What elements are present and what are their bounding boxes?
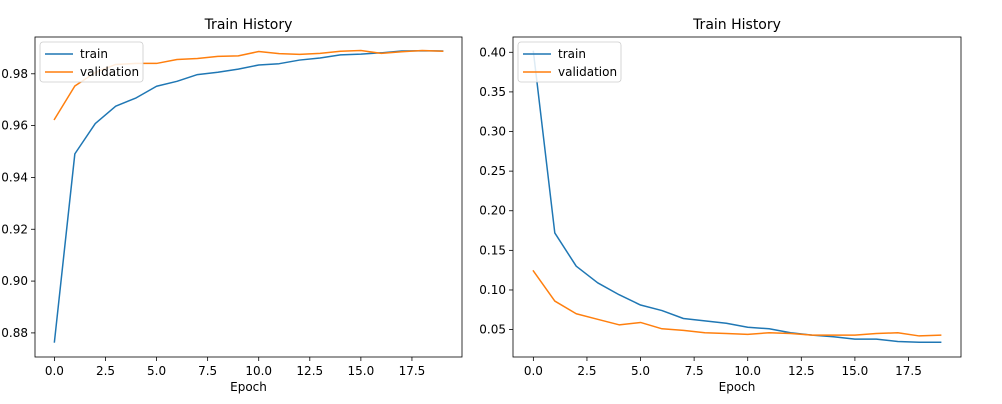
y-tick-label: 0.96 [1,119,28,133]
legend: train validation [39,41,144,83]
y-tick-label: 0.25 [479,164,506,178]
y-tick-label: 0.10 [479,283,506,297]
x-tick-label: 15.0 [842,364,869,378]
x-tick-label: 7.5 [685,364,704,378]
y-tick-label: 0.90 [1,274,28,288]
series-line-validation [532,269,942,337]
x-tick-label: 5.0 [631,364,650,378]
x-tick-label: 7.5 [198,364,217,378]
x-tick-label: 15.0 [348,364,375,378]
legend: train validation [517,41,622,83]
chart-title: Train History [204,17,293,33]
x-tick-label: 10.0 [734,364,761,378]
x-tick-label: 12.5 [296,364,323,378]
y-tick-label: 0.05 [479,323,506,337]
legend-label-train: train [80,47,108,61]
x-tick-label: 0.0 [524,364,543,378]
x-tick-label: 12.5 [788,364,815,378]
y-tick-label: 0.15 [479,243,506,257]
series-line-train [532,50,942,344]
chart-title: Train History [692,17,781,33]
chart-accuracy: Train History 0.0 2.5 5.0 7.5 10.0 12.5 15.0 17.… [1,17,463,394]
y-tick-label: 0.88 [1,326,28,340]
x-tick-label: 0.0 [45,364,64,378]
x-tick-label: 2.5 [577,364,596,378]
chart-loss: Train History 0.0 2.5 5.0 7.5 10.0 12.5 15.0 17.… [479,17,962,394]
x-tick-label: 5.0 [147,364,166,378]
x-tick-label: 17.5 [399,364,426,378]
y-tick-label: 0.35 [479,85,506,99]
x-axis-label: Epoch [719,380,756,394]
x-tick-label: 10.0 [245,364,272,378]
plot-frame [34,36,463,358]
series-line-train [53,49,444,343]
y-tick-label: 0.92 [1,222,28,236]
legend-label-train: train [558,47,586,61]
plot-frame [512,36,962,358]
y-tick-label: 0.30 [479,125,506,139]
x-tick-label: 17.5 [895,364,922,378]
y-tick-label: 0.98 [1,67,28,81]
legend-label-validation: validation [80,65,139,79]
y-tick-label: 0.94 [1,170,28,184]
x-tick-label: 2.5 [96,364,115,378]
legend-label-validation: validation [558,65,617,79]
x-axis-label: Epoch [230,380,267,394]
y-tick-label: 0.20 [479,204,506,218]
y-tick-label: 0.40 [479,45,506,59]
